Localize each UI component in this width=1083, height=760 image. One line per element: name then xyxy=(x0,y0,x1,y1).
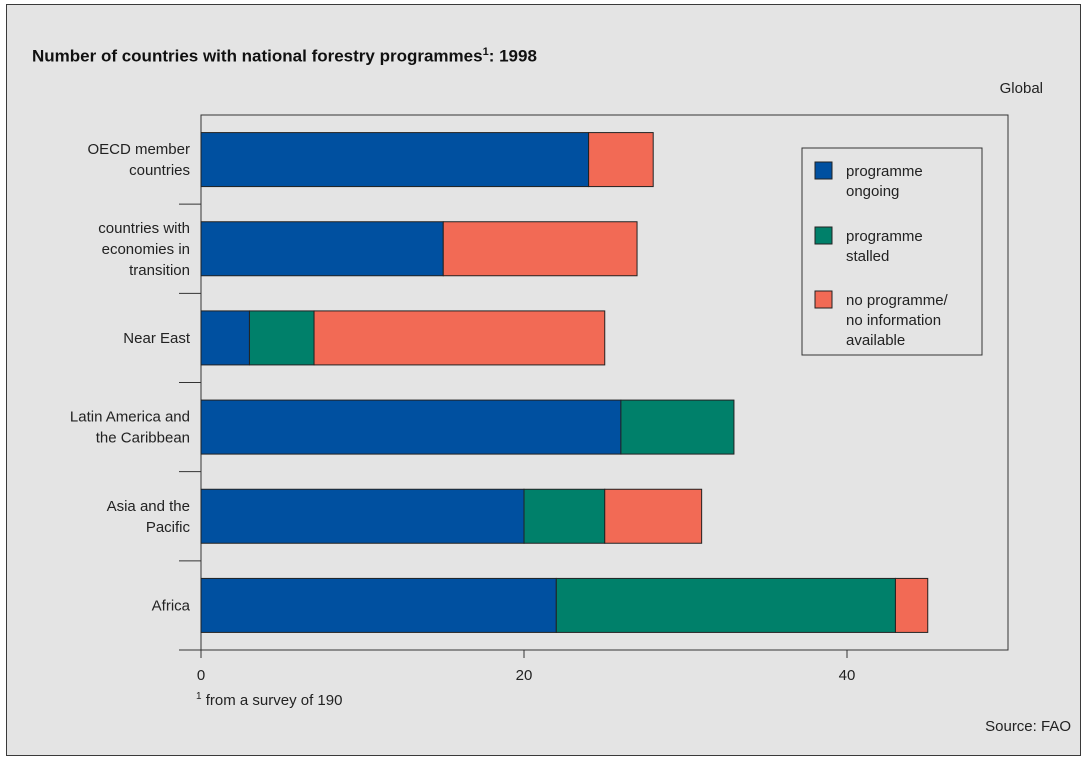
bar-near-east-programme-ongoing xyxy=(200,310,250,366)
category-label-oecd-member-countries: OECD member countries xyxy=(87,141,190,179)
bar-countries-with-economies-in-transition-programme-ongoing xyxy=(200,221,444,277)
bar-oecd-member-countries-no-programme-no-information-available xyxy=(588,132,654,188)
legend-label-programme-ongoing: programme ongoing xyxy=(846,163,923,200)
bar-africa-programme-ongoing xyxy=(200,577,557,633)
bar-near-east-programme-stalled xyxy=(248,310,315,366)
bar-latin-america-and-the-caribbean-programme-ongoing xyxy=(200,399,622,455)
legend-swatch-no-programme-no-information-available xyxy=(814,290,833,309)
legend-label-no-programme-no-information-available: no programme/no information available xyxy=(846,292,949,349)
bar-countries-with-economies-in-transition-no-programme-no-information-available xyxy=(442,221,638,277)
x-tick-label-20: 20 xyxy=(516,667,533,684)
footnote-marker: 1 xyxy=(196,691,202,702)
bar-latin-america-and-the-caribbean-programme-stalled xyxy=(620,399,735,455)
bar-asia-and-the-pacific-programme-stalled xyxy=(523,488,606,544)
bar-africa-no-programme-no-information-available xyxy=(894,577,929,633)
corner-label: Global xyxy=(999,80,1043,97)
category-label-latin-america-and-the-caribbean: Latin America and the Caribbean xyxy=(70,409,190,447)
category-label-africa: Africa xyxy=(152,597,191,614)
bar-oecd-member-countries-programme-ongoing xyxy=(200,132,590,188)
chart-title: Number of countries with national forest… xyxy=(32,46,537,66)
category-label-near-east: Near East xyxy=(123,330,191,347)
source-note: Source: FAO xyxy=(985,718,1071,735)
title-footnote-marker: 1 xyxy=(482,46,489,58)
footnote-text: from a survey of 190 xyxy=(205,692,343,709)
bar-asia-and-the-pacific-programme-ongoing xyxy=(200,488,525,544)
x-tick-label-0: 0 xyxy=(197,667,205,684)
category-label-asia-and-the-pacific: Asia and the Pacific xyxy=(107,498,191,536)
category-label-countries-with-economies-in-transition: countries with economies in transition xyxy=(98,220,190,279)
bar-asia-and-the-pacific-no-programme-no-information-available xyxy=(604,488,703,544)
bar-near-east-no-programme-no-information-available xyxy=(313,310,606,366)
title-suffix: : 1998 xyxy=(488,46,537,66)
legend-swatch-programme-ongoing xyxy=(814,161,833,180)
x-tick-label-40: 40 xyxy=(839,667,856,684)
legend-label-programme-stalled: programme stalled xyxy=(846,228,923,265)
bar-africa-programme-stalled xyxy=(555,577,896,633)
legend-box xyxy=(801,147,983,356)
footnote: 1 from a survey of 190 xyxy=(196,691,342,709)
legend-swatch-programme-stalled xyxy=(814,226,833,245)
